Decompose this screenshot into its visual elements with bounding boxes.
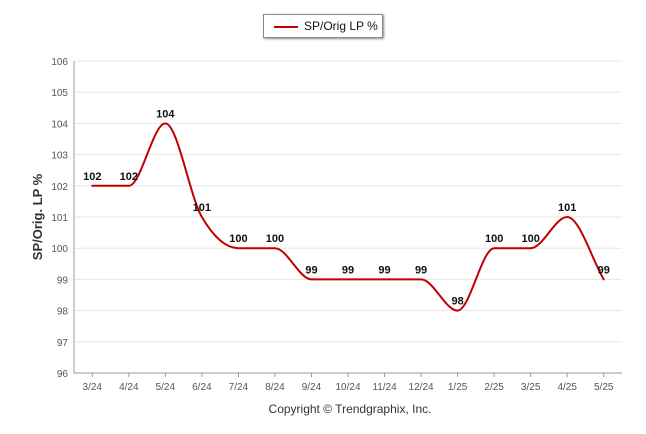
axes: [73, 61, 622, 377]
x-tick-label-2/25: 2/25: [484, 382, 504, 393]
x-tick-label-12/24: 12/24: [409, 382, 434, 393]
x-tick-label-3/24: 3/24: [83, 382, 103, 393]
y-tick-label-99: 99: [57, 275, 69, 286]
x-tick-label-10/24: 10/24: [335, 382, 360, 393]
y-tick-label-103: 103: [51, 151, 68, 162]
legend-label: SP/Orig LP %: [304, 19, 378, 33]
y-axis-label: SP/Orig. LP %: [30, 173, 45, 260]
y-tick-labels: 96 97 98 99 100 101 102 103 104 105 106: [51, 57, 68, 380]
x-tick-label-8/24: 8/24: [265, 382, 285, 393]
x-tick-label-5/24: 5/24: [156, 382, 176, 393]
series-line-0: [91, 122, 605, 312]
y-tick-label-98: 98: [57, 307, 69, 318]
data-label-4/25: 101: [558, 202, 576, 214]
data-label-11/24: 99: [378, 264, 390, 276]
x-tick-label-4/25: 4/25: [557, 382, 577, 393]
y-tick-label-100: 100: [51, 244, 68, 255]
data-label-3/25: 100: [521, 233, 539, 245]
series-line-layer: [91, 122, 605, 312]
y-tick-label-101: 101: [51, 213, 68, 224]
x-tick-label-5/25: 5/25: [594, 382, 614, 393]
data-label-8/24: 100: [266, 233, 284, 245]
y-tick-label-105: 105: [51, 88, 68, 99]
data-label-4/24: 102: [120, 171, 138, 183]
data-label-9/24: 99: [305, 264, 317, 276]
data-label-7/24: 100: [229, 233, 247, 245]
data-labels: 102 102 104 101 100 100 99 99 99 99 98 100 100 101 99: [83, 108, 610, 307]
x-tick-label-1/25: 1/25: [448, 382, 468, 393]
y-tick-label-106: 106: [51, 57, 68, 68]
data-label-1/25: 98: [451, 296, 463, 308]
legend: SP/Orig LP %: [263, 14, 383, 38]
data-label-2/25: 100: [485, 233, 503, 245]
data-label-3/24: 102: [83, 171, 101, 183]
y-tick-label-102: 102: [51, 182, 68, 193]
legend-swatch: [274, 26, 298, 28]
x-tick-labels: 3/24 4/24 5/24 6/24 7/24 8/24 9/24 10/24 11/24 12…: [83, 382, 614, 393]
y-tick-label-96: 96: [57, 369, 69, 380]
data-label-5/24: 104: [156, 108, 175, 120]
y-tick-label-104: 104: [51, 119, 68, 130]
data-label-6/24: 101: [193, 202, 211, 214]
data-label-12/24: 99: [415, 264, 427, 276]
y-tick-label-97: 97: [57, 338, 69, 349]
x-tick-label-4/24: 4/24: [119, 382, 139, 393]
x-tick-label-9/24: 9/24: [302, 382, 322, 393]
x-tick-label-7/24: 7/24: [229, 382, 249, 393]
data-label-10/24: 99: [342, 264, 354, 276]
x-tick-label-6/24: 6/24: [192, 382, 212, 393]
gridlines: [74, 60, 622, 343]
data-label-5/25: 99: [598, 264, 610, 276]
x-tick-label-11/24: 11/24: [372, 382, 397, 393]
copyright-footer: Copyright © Trendgraphix, Inc.: [268, 402, 432, 416]
x-tick-label-3/25: 3/25: [521, 382, 541, 393]
